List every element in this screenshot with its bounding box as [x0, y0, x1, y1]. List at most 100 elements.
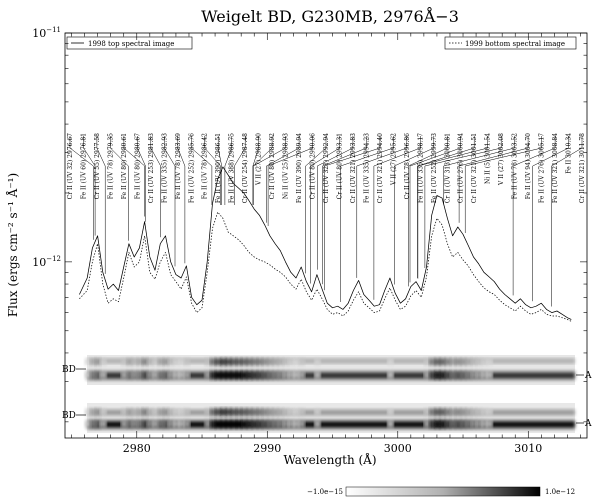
x-tick-label: 3010	[514, 442, 542, 455]
line-id-label: Cr II (UV 80) 2990.06	[310, 133, 317, 200]
emission-blob	[486, 371, 494, 379]
emission-blob	[449, 409, 457, 415]
line-id-leader	[110, 136, 129, 241]
legend-box-left	[66, 36, 193, 50]
emission-blob	[225, 409, 233, 415]
emission-blob	[183, 409, 191, 415]
emission-blob	[204, 371, 212, 379]
colorbar-gradient	[345, 486, 541, 497]
emission-blob	[277, 359, 285, 365]
emission-blob	[444, 371, 452, 379]
colorbar: −1.0e−15 1.0e−12	[307, 486, 575, 497]
emission-blob	[386, 371, 394, 379]
line-id-label: Fe II (UV 335) 2982.93	[161, 133, 168, 203]
emission-blob	[157, 359, 165, 365]
emission-blob	[214, 409, 222, 415]
emission-blob	[214, 371, 222, 379]
emission-blob	[209, 409, 217, 415]
line-id-label: Cr II (UV 32) 2976.67	[67, 133, 74, 200]
emission-blob	[204, 420, 212, 428]
line-id-leader	[409, 136, 461, 283]
emission-blob	[225, 371, 233, 379]
emission-blob	[433, 359, 441, 365]
emission-blob	[157, 409, 165, 415]
emission-blob	[146, 420, 154, 428]
emission-blob	[219, 420, 227, 428]
emission-blob	[293, 409, 300, 415]
line-id-label: Fe II (UV 80) 2980.67	[134, 133, 141, 199]
emission-blob	[433, 420, 441, 428]
emission-blob	[428, 371, 436, 379]
emission-blob	[230, 420, 238, 428]
y-tick-label: 10−11	[32, 26, 61, 40]
emission-blob	[470, 409, 478, 415]
emission-blob	[209, 420, 217, 428]
line-id-leader	[464, 136, 542, 233]
emission-blob	[475, 420, 483, 428]
emission-blob	[261, 409, 269, 415]
line-id-leader	[324, 136, 381, 291]
emission-blob	[246, 371, 253, 379]
line-id-label: Cr II (UV 78) 2996.86	[404, 133, 411, 200]
emission-blob	[136, 359, 144, 365]
bottom-image-left-label: BD	[62, 411, 76, 421]
emission-blob	[209, 359, 217, 365]
emission-blob	[141, 420, 149, 428]
emission-blob	[167, 420, 175, 428]
emission-blob	[449, 359, 457, 365]
line-id-label: Fe II 3010.34	[566, 133, 573, 174]
line-id-leader	[408, 136, 448, 287]
line-id-leader	[417, 136, 475, 278]
emission-blob	[141, 409, 149, 415]
emission-blob	[433, 409, 441, 415]
emission-blob	[125, 359, 133, 365]
spectral-image-bottom	[84, 403, 575, 433]
emission-blob	[465, 409, 473, 415]
emission-blob	[293, 359, 300, 365]
x-tick-label: 2990	[253, 442, 281, 455]
emission-blob	[475, 359, 483, 365]
line-id-label: Cr II (UV 321) 2992.94	[323, 133, 330, 203]
emission-blob	[94, 409, 102, 415]
emission-blob	[162, 420, 170, 428]
line-id-leader	[150, 136, 161, 238]
emission-blob	[89, 371, 97, 379]
emission-blob	[172, 409, 180, 415]
line-id-label: Fe II (UV 252) 2999.73	[431, 133, 438, 203]
emission-blob	[246, 409, 253, 415]
emission-blob	[99, 371, 107, 379]
emission-blob	[313, 359, 321, 365]
line-id-label: Fe II (UV 78) 2979.35	[107, 133, 114, 199]
emission-blob	[251, 359, 259, 365]
emission-blob	[136, 409, 144, 415]
emission-blob	[313, 371, 321, 379]
emission-blob	[125, 371, 133, 379]
emission-blob	[386, 359, 394, 365]
top-image-left-label: BD	[62, 365, 76, 375]
emission-blob	[256, 371, 264, 379]
line-id-label: Fe II (UV 276) 3005.17	[539, 133, 546, 203]
emission-blob	[261, 359, 269, 365]
emission-blob	[261, 420, 269, 428]
emission-blob	[287, 371, 295, 379]
emission-blob	[235, 409, 243, 415]
line-id-leader	[191, 136, 213, 205]
line-id-label: Cr II (UV 254) 2987.48	[242, 133, 249, 203]
emission-blob	[486, 420, 494, 428]
emission-blob	[230, 371, 238, 379]
emission-blob	[439, 359, 447, 365]
emission-blob	[214, 420, 222, 428]
emission-blob	[167, 359, 175, 365]
emission-blob	[172, 420, 180, 428]
emission-blob	[261, 371, 269, 379]
legend: 1998 top spectral image 1999 bottom spec…	[66, 36, 577, 50]
emission-blob	[125, 420, 133, 428]
line-id-leader	[532, 136, 569, 302]
line-id-leader	[252, 136, 259, 205]
emission-blob	[449, 420, 457, 428]
emission-blob	[428, 420, 436, 428]
emission-blob	[178, 420, 186, 428]
emission-blob	[178, 371, 186, 379]
emission-blob	[84, 409, 92, 415]
